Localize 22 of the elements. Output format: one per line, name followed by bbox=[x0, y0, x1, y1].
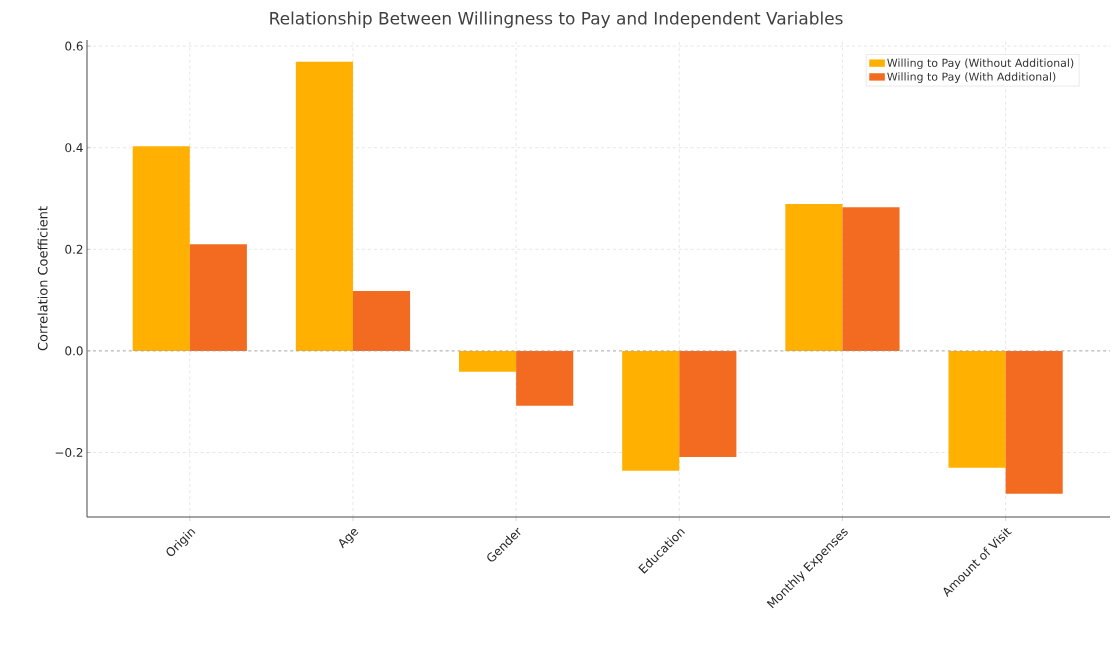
legend-label: Willing to Pay (With Additional) bbox=[887, 72, 1056, 83]
bar bbox=[785, 204, 843, 351]
bar bbox=[622, 350, 680, 471]
y-tick-label: 0.2 bbox=[65, 244, 83, 254]
chart-title: Relationship Between Willingness to Pay and Independent Variables bbox=[270, 11, 843, 28]
bar bbox=[352, 290, 411, 351]
bar bbox=[132, 146, 190, 351]
y-tick-label: 0.6 bbox=[65, 41, 83, 51]
bar bbox=[189, 244, 247, 351]
bar bbox=[948, 350, 1006, 468]
bar bbox=[516, 350, 574, 406]
y-tick-label: 0.4 bbox=[65, 143, 83, 153]
y-axis-title: Correlation Coefficient bbox=[37, 206, 48, 351]
y-tick-label: 0.0 bbox=[65, 346, 83, 356]
bar bbox=[295, 61, 353, 351]
bar bbox=[459, 350, 517, 372]
bar bbox=[679, 350, 737, 458]
bar bbox=[1005, 350, 1063, 494]
x-tick-label: Age bbox=[339, 528, 359, 549]
y-tick-label: −0.2 bbox=[55, 447, 83, 458]
legend-label: Willing to Pay (Without Additional) bbox=[887, 58, 1074, 70]
bar bbox=[842, 207, 900, 351]
